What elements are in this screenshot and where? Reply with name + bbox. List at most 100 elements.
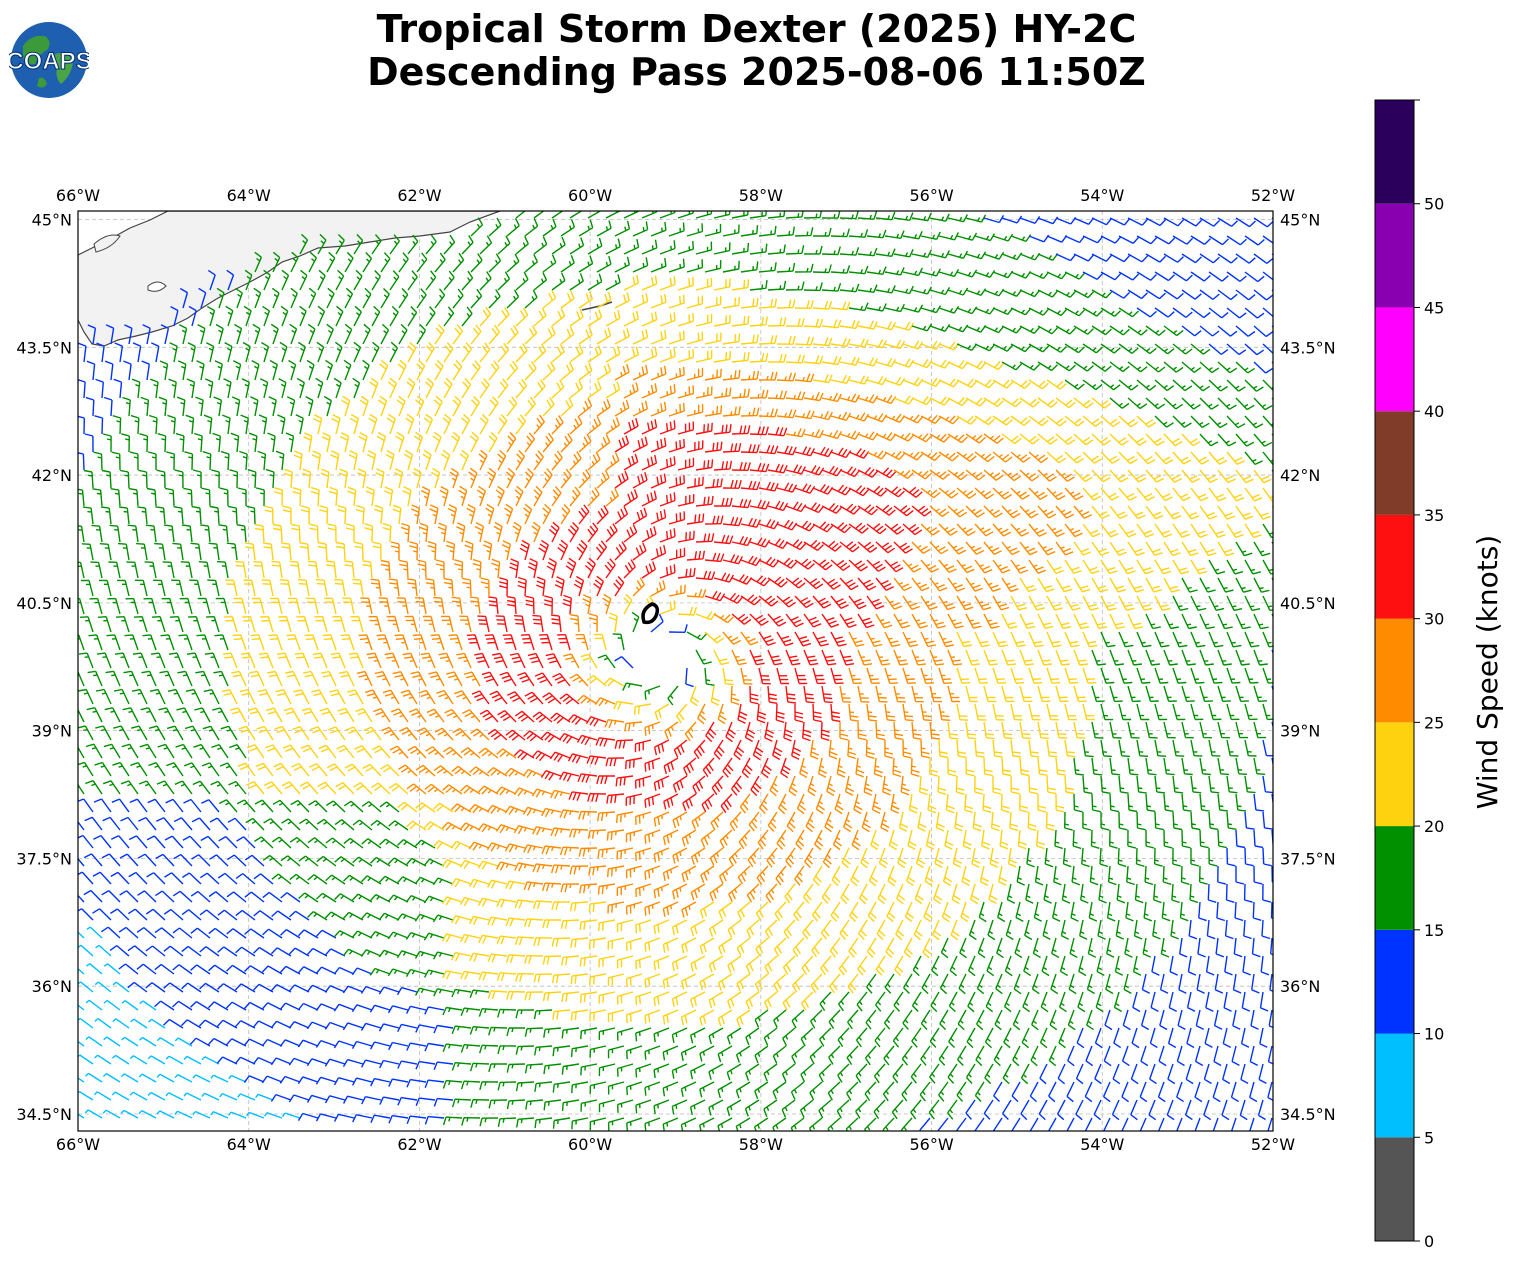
wind-barb <box>1076 1027 1085 1049</box>
wind-barb <box>1172 595 1189 611</box>
wind-barb <box>686 631 708 641</box>
wind-barb <box>1039 1027 1048 1049</box>
wind-barb <box>85 1036 103 1047</box>
lat-tick-label: 36°N <box>1280 977 1320 996</box>
wind-barb <box>1190 848 1200 867</box>
wind-barb <box>699 1009 715 1026</box>
wind-barb <box>758 556 780 568</box>
wind-barb <box>451 951 472 962</box>
wind-barb <box>1199 505 1218 520</box>
wind-barb <box>262 854 283 867</box>
colorbar-tick-label: 10 <box>1424 1025 1444 1044</box>
wind-barb <box>139 1000 157 1011</box>
wind-barb <box>931 919 942 941</box>
wind-barb <box>653 883 670 899</box>
chart-title-line1: Tropical Storm Dexter (2025) HY-2C <box>376 7 1137 51</box>
wind-barb <box>378 986 400 995</box>
wind-barb <box>668 547 686 561</box>
wind-barb <box>117 542 130 561</box>
wind-barb <box>389 234 400 255</box>
wind-barb <box>1073 721 1086 739</box>
wind-barb <box>1163 253 1184 263</box>
wind-barb <box>653 739 670 756</box>
wind-barb <box>1145 613 1161 630</box>
wind-barb <box>659 492 676 507</box>
wind-barb <box>488 396 499 417</box>
lat-tick-label: 34.5°N <box>16 1105 72 1124</box>
wind-barb <box>203 414 213 435</box>
wind-barb <box>1217 433 1237 447</box>
wind-barb <box>169 616 184 633</box>
wind-barb <box>875 577 895 591</box>
wind-barb <box>1118 595 1135 611</box>
wind-barb <box>103 963 121 975</box>
wind-barb <box>614 220 631 237</box>
wind-barb <box>1046 595 1063 611</box>
wind-barb <box>695 422 713 435</box>
wind-barb <box>569 344 584 363</box>
wind-barb <box>839 649 855 666</box>
wind-barb <box>225 305 234 327</box>
wind-barb <box>1260 955 1270 976</box>
wind-barb <box>644 937 661 952</box>
wind-barb <box>239 450 248 471</box>
wind-barb <box>130 414 140 435</box>
wind-barb <box>1019 325 1041 335</box>
wind-barb <box>153 579 166 597</box>
wind-barb <box>1208 595 1225 611</box>
wind-barb <box>893 649 909 666</box>
wind-barb <box>992 631 1008 648</box>
wind-barb <box>957 1009 967 1031</box>
wind-barb <box>974 1081 985 1102</box>
wind-barb <box>567 753 589 764</box>
wind-barb <box>576 734 598 746</box>
wind-barb <box>965 541 985 555</box>
wind-barb <box>1170 919 1179 940</box>
wind-barb <box>745 1063 760 1081</box>
wind-barb <box>96 652 112 669</box>
wind-barb <box>863 775 873 796</box>
wind-barb <box>722 757 734 778</box>
wind-barb <box>144 561 157 579</box>
wind-barb <box>938 378 960 388</box>
wind-barb <box>1027 811 1037 832</box>
wind-barb <box>604 558 616 579</box>
wind-barb <box>262 305 271 327</box>
wind-barb <box>890 793 900 814</box>
wind-barb <box>708 955 724 973</box>
wind-barb <box>196 360 205 381</box>
wind-barb <box>1001 397 1022 408</box>
wind-barb <box>605 523 618 543</box>
wind-barb <box>893 541 913 554</box>
wind-barb <box>821 465 843 477</box>
wind-barb <box>1091 253 1113 262</box>
wind-barb <box>213 396 223 417</box>
wind-barb <box>292 726 310 741</box>
wind-barb <box>974 379 996 389</box>
wind-barb <box>875 211 896 221</box>
wind-barb <box>644 901 661 916</box>
wind-barb <box>782 991 796 1011</box>
wind-barb <box>416 727 436 741</box>
wind-barb <box>178 324 188 345</box>
wind-barb <box>559 846 580 856</box>
wind-barb <box>384 652 400 669</box>
wind-barb <box>1154 811 1164 831</box>
wind-barb <box>884 595 903 610</box>
wind-barb <box>1235 289 1256 301</box>
wind-barb <box>705 721 717 743</box>
wind-barb <box>147 1055 166 1065</box>
wind-barb <box>974 233 996 242</box>
wind-barb <box>551 308 566 327</box>
wind-barb <box>461 378 472 399</box>
colorbar-bin <box>1375 100 1414 204</box>
wind-barb <box>78 525 85 543</box>
wind-barb <box>1235 613 1251 630</box>
wind-barb <box>78 1091 94 1101</box>
wind-barb <box>938 305 960 314</box>
wind-barb <box>1216 901 1226 922</box>
wind-barb <box>1082 739 1094 758</box>
wind-barb <box>1091 217 1113 226</box>
wind-barb <box>1271 361 1273 364</box>
wind-barb <box>314 615 328 633</box>
